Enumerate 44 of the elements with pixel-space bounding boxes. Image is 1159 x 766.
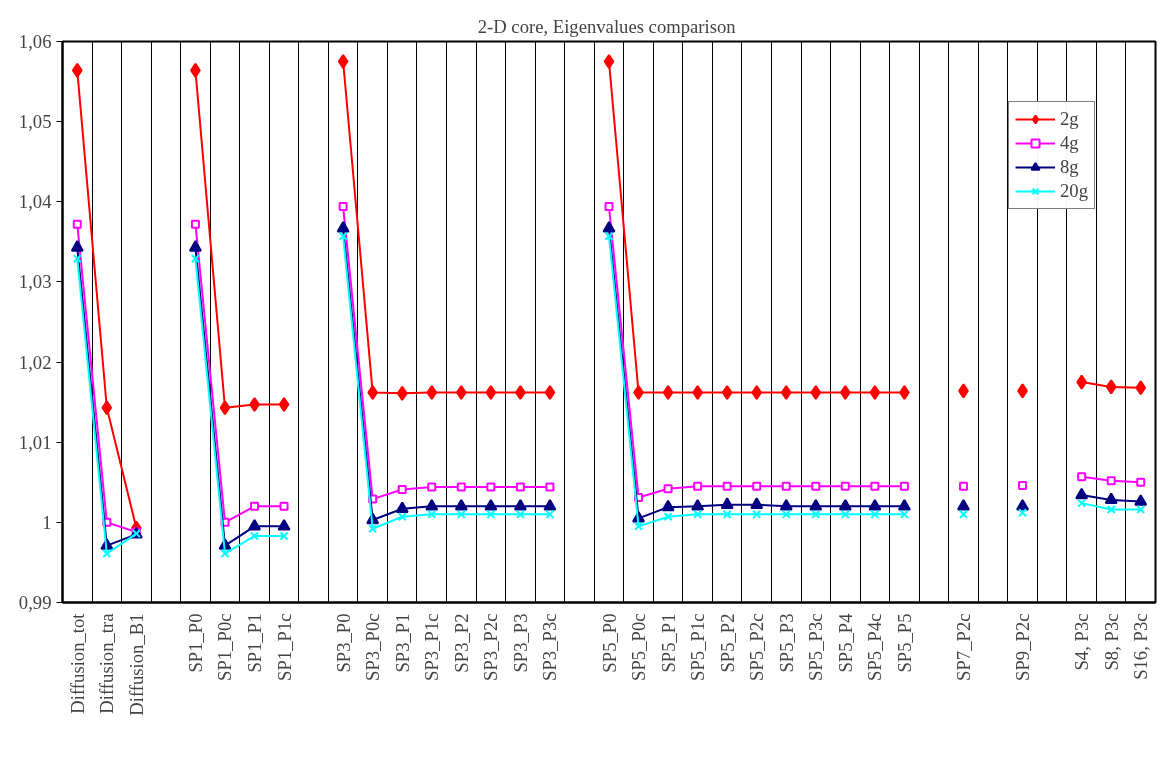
x-tick-label: SP3_P3: [509, 613, 531, 673]
chart-title: 2-D core, Eigenvalues comparison: [477, 15, 737, 37]
x-tick-label: S16, P3c: [1130, 613, 1152, 680]
x-tick-label: SP5_P1c: [687, 613, 709, 681]
y-tick-label: 1: [42, 511, 52, 533]
x-tick-label: SP5_P3: [775, 613, 797, 673]
y-tick-label: 1,05: [18, 111, 52, 133]
x-tick-label: SP5_P4: [834, 612, 856, 673]
x-tick-label: SP5_P5: [893, 613, 915, 673]
x-tick-label: SP1_P1c: [273, 613, 295, 681]
x-tick-label: Diffusion_tra: [96, 612, 118, 714]
x-tick-label: SP9_P2c: [1012, 613, 1034, 681]
legend-label: 4g: [1060, 132, 1080, 154]
x-tick-label: SP5_P0c: [628, 613, 650, 681]
x-tick-label: SP3_P3c: [539, 613, 561, 681]
y-tick-label: 1,06: [18, 31, 52, 52]
x-tick-label: SP3_P0: [332, 613, 354, 673]
y-tick-label: 1,01: [18, 431, 52, 453]
x-tick-label: SP5_P4c: [864, 613, 886, 681]
x-tick-label: S4, P3c: [1071, 613, 1093, 671]
y-tick-label: 1,04: [18, 191, 53, 213]
x-tick-label: SP1_P0c: [214, 613, 236, 681]
x-tick-label: SP5_P0: [598, 613, 620, 673]
x-tick-label: SP1_P1: [244, 613, 266, 673]
x-tick-label: SP3_P1: [391, 613, 413, 673]
legend-label: 8g: [1060, 156, 1080, 178]
x-tick-label: SP5_P1: [657, 613, 679, 673]
x-tick-label: SP3_P1c: [421, 613, 443, 681]
x-tick-label: Diffusion_B1: [125, 613, 147, 716]
legend-label: 2g: [1060, 108, 1080, 130]
x-tick-label: SP3_P2c: [480, 613, 502, 681]
x-tick-label: SP7_P2c: [952, 613, 974, 681]
y-tick-label: 0,99: [18, 592, 52, 613]
x-tick-label: SP5_P2c: [746, 613, 768, 681]
legend-label: 20g: [1060, 180, 1088, 202]
x-tick-label: S8, P3c: [1100, 613, 1122, 671]
x-tick-label: SP3_P2: [450, 613, 472, 673]
x-tick-label: SP1_P0: [184, 613, 206, 673]
x-tick-label: SP3_P0c: [362, 613, 384, 681]
y-tick-label: 1,02: [18, 351, 52, 373]
x-tick-label: SP5_P3c: [805, 613, 827, 681]
x-tick-label: SP5_P2: [716, 613, 738, 673]
x-tick-label: Diffusion_tot: [66, 612, 88, 714]
y-tick-label: 1,03: [18, 271, 52, 293]
